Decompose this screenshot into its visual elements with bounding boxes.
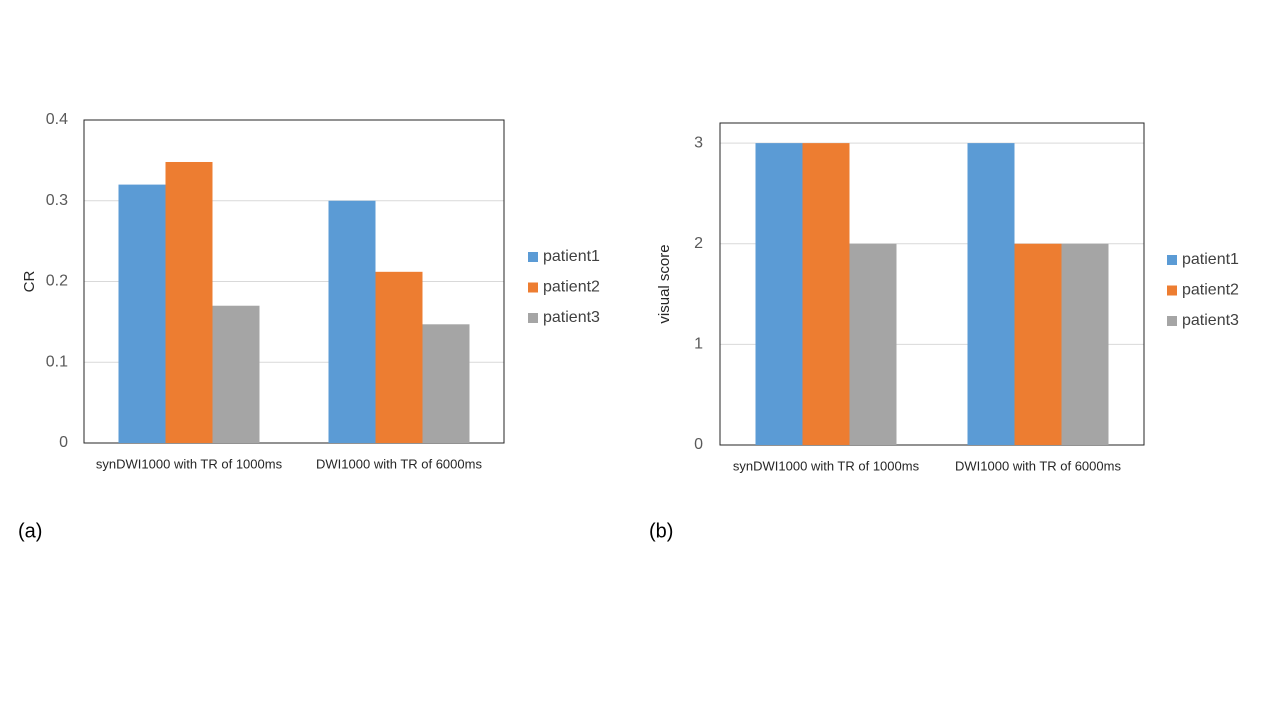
- legend-swatch: [528, 282, 538, 293]
- y-tick-label: 0: [59, 434, 68, 451]
- legend-label: patient3: [543, 309, 600, 326]
- legend-label: patient1: [543, 248, 600, 265]
- y-tick-label: 0.1: [46, 353, 68, 370]
- y-tick-label: 0.3: [46, 192, 68, 209]
- y-tick-label: 2: [694, 235, 703, 252]
- x-tick-label: synDWI1000 with TR of 1000ms: [733, 458, 920, 473]
- x-tick-label: DWI1000 with TR of 6000ms: [955, 458, 1121, 473]
- legend-swatch: [1167, 285, 1177, 296]
- bar: [802, 143, 850, 445]
- y-tick-label: 1: [694, 336, 703, 353]
- legend-swatch: [1167, 255, 1177, 265]
- legend-label: patient2: [1182, 282, 1239, 299]
- y-tick-label: 0: [694, 436, 703, 453]
- x-tick-label: DWI1000 with TR of 6000ms: [316, 456, 482, 471]
- panel-label: (b): [649, 520, 673, 542]
- y-axis-title: visual score: [656, 244, 673, 323]
- legend-swatch: [1167, 316, 1177, 326]
- bar: [849, 243, 897, 445]
- bar: [967, 143, 1015, 445]
- bar: [422, 324, 470, 443]
- y-axis-title: CR: [21, 271, 38, 293]
- legend-label: patient3: [1182, 312, 1239, 329]
- y-tick-label: 0.2: [46, 273, 68, 290]
- x-tick-label: synDWI1000 with TR of 1000ms: [96, 456, 283, 471]
- bar: [375, 271, 423, 443]
- y-tick-label: 0.4: [46, 111, 68, 128]
- bar: [755, 143, 803, 445]
- legend-label: patient2: [543, 279, 600, 296]
- bar: [1061, 243, 1109, 445]
- bar: [165, 161, 213, 444]
- bar: [328, 200, 376, 443]
- plot-frame: [83, 119, 505, 444]
- plot-frame: [719, 122, 1145, 446]
- legend-swatch: [528, 252, 538, 262]
- legend-swatch: [528, 313, 538, 323]
- bar: [1014, 243, 1062, 445]
- y-tick-label: 3: [694, 134, 703, 151]
- legend-label: patient1: [1182, 251, 1239, 268]
- bar: [212, 305, 260, 443]
- panel-label: (a): [18, 520, 42, 542]
- bar: [118, 184, 166, 443]
